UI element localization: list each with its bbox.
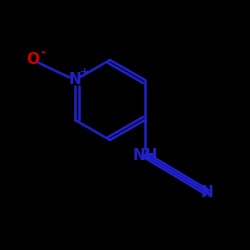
Text: O: O: [26, 52, 39, 68]
Text: N: N: [201, 185, 214, 200]
Text: NH: NH: [132, 148, 158, 162]
Text: +: +: [80, 68, 90, 78]
Text: -: -: [40, 46, 45, 59]
Text: N: N: [68, 72, 82, 88]
